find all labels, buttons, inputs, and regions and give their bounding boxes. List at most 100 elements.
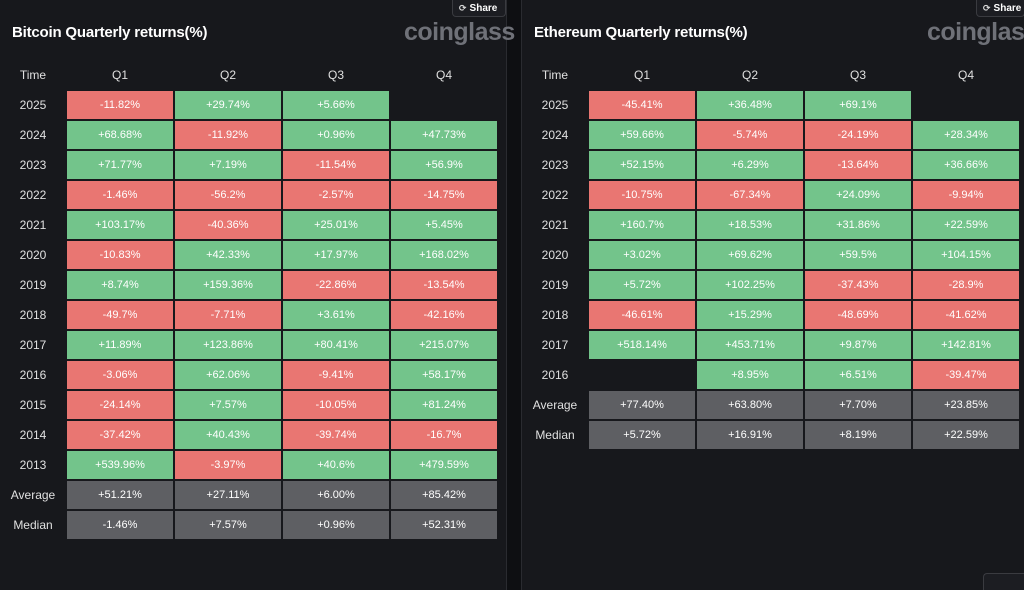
return-cell: -14.75% xyxy=(390,180,498,210)
return-cell: +24.09% xyxy=(804,180,912,210)
share-icon: ⟳ xyxy=(459,2,467,13)
return-cell: +81.24% xyxy=(390,390,498,420)
return-cell: +40.6% xyxy=(282,450,390,480)
return-cell: +168.02% xyxy=(390,240,498,270)
return-cell: -10.83% xyxy=(66,240,174,270)
year-label: 2016 xyxy=(541,368,569,382)
year-label: 2016 xyxy=(19,368,47,382)
share-label: Share xyxy=(993,2,1022,14)
scroll-widget[interactable] xyxy=(983,573,1024,590)
year-label: 2025 xyxy=(19,98,47,112)
year-label: 2024 xyxy=(541,128,569,142)
return-cell: +80.41% xyxy=(282,330,390,360)
header-q4: Q4 xyxy=(435,68,452,82)
table-row: 2024 +68.68% -11.92% +0.96% +47.73% xyxy=(0,120,498,150)
year-label: 2017 xyxy=(19,338,47,352)
header-time: Time xyxy=(541,68,569,82)
return-cell: +7.19% xyxy=(174,150,282,180)
header-row: Time Q1 Q2 Q3 Q4 xyxy=(522,60,1020,90)
table-row: 2019 +5.72% +102.25% -37.43% -28.9% xyxy=(522,270,1020,300)
share-label: Share xyxy=(469,2,498,14)
empty-cell xyxy=(912,90,1020,120)
return-cell: +17.97% xyxy=(282,240,390,270)
return-cell: -41.62% xyxy=(912,300,1020,330)
return-cell: +62.06% xyxy=(174,360,282,390)
return-cell: +215.07% xyxy=(390,330,498,360)
return-cell: +103.17% xyxy=(66,210,174,240)
summary-cell: +27.11% xyxy=(174,480,282,510)
return-cell: -28.9% xyxy=(912,270,1020,300)
summary-cell: +8.19% xyxy=(804,420,912,450)
return-cell: +8.74% xyxy=(66,270,174,300)
year-label: 2014 xyxy=(19,428,47,442)
summary-row: Median +5.72% +16.91% +8.19% +22.59% xyxy=(522,420,1020,450)
return-cell: +102.25% xyxy=(696,270,804,300)
return-cell: +11.89% xyxy=(66,330,174,360)
table-row: 2014 -37.42% +40.43% -39.74% -16.7% xyxy=(0,420,498,450)
header-q3: Q3 xyxy=(327,68,344,82)
summary-cell: +63.80% xyxy=(696,390,804,420)
returns-table: Time Q1 Q2 Q3 Q4 2025 -45.41% +36.48% +69.1% 202… xyxy=(522,60,1020,450)
return-cell: +69.1% xyxy=(804,90,912,120)
table-row: 2022 -1.46% -56.2% -2.57% -14.75% xyxy=(0,180,498,210)
table-row: 2020 +3.02% +69.62% +59.5% +104.15% xyxy=(522,240,1020,270)
table-row: 2017 +11.89% +123.86% +80.41% +215.07% xyxy=(0,330,498,360)
share-icon: ⟳ xyxy=(983,2,991,13)
return-cell: +159.36% xyxy=(174,270,282,300)
summary-cell: +7.70% xyxy=(804,390,912,420)
table-row: 2023 +52.15% +6.29% -13.64% +36.66% xyxy=(522,150,1020,180)
year-label: 2020 xyxy=(19,248,47,262)
return-cell: +479.59% xyxy=(390,450,498,480)
return-cell: -3.97% xyxy=(174,450,282,480)
return-cell: +59.66% xyxy=(588,120,696,150)
year-label: 2021 xyxy=(19,218,47,232)
return-cell: +6.29% xyxy=(696,150,804,180)
header-q1: Q1 xyxy=(633,68,650,82)
year-label: 2023 xyxy=(19,158,47,172)
share-button-ethereum[interactable]: ⟳ Share xyxy=(976,0,1024,17)
table-row: 2022 -10.75% -67.34% +24.09% -9.94% xyxy=(522,180,1020,210)
table-row: 2025 -45.41% +36.48% +69.1% xyxy=(522,90,1020,120)
return-cell: -7.71% xyxy=(174,300,282,330)
return-cell: -24.19% xyxy=(804,120,912,150)
header-q2: Q2 xyxy=(741,68,758,82)
return-cell: +453.71% xyxy=(696,330,804,360)
header-q4: Q4 xyxy=(957,68,974,82)
return-cell: -37.42% xyxy=(66,420,174,450)
return-cell: -9.94% xyxy=(912,180,1020,210)
summary-row: Average +51.21% +27.11% +6.00% +85.42% xyxy=(0,480,498,510)
summary-cell: +52.31% xyxy=(390,510,498,540)
return-cell: +69.62% xyxy=(696,240,804,270)
table-row: 2013 +539.96% -3.97% +40.6% +479.59% xyxy=(0,450,498,480)
summary-label: Median xyxy=(535,428,575,442)
return-cell: -67.34% xyxy=(696,180,804,210)
return-cell: +56.9% xyxy=(390,150,498,180)
return-cell: -46.61% xyxy=(588,300,696,330)
return-cell: +28.34% xyxy=(912,120,1020,150)
return-cell: +6.51% xyxy=(804,360,912,390)
return-cell: -22.86% xyxy=(282,270,390,300)
return-cell: +7.57% xyxy=(174,390,282,420)
summary-cell: +77.40% xyxy=(588,390,696,420)
return-cell: +104.15% xyxy=(912,240,1020,270)
table-row: 2015 -24.14% +7.57% -10.05% +81.24% xyxy=(0,390,498,420)
share-button-bitcoin[interactable]: ⟳ Share xyxy=(452,0,506,17)
return-cell: -39.47% xyxy=(912,360,1020,390)
return-cell: +42.33% xyxy=(174,240,282,270)
summary-cell: +23.85% xyxy=(912,390,1020,420)
return-cell: +3.02% xyxy=(588,240,696,270)
return-cell: +59.5% xyxy=(804,240,912,270)
return-cell: +5.66% xyxy=(282,90,390,120)
table-row: 2019 +8.74% +159.36% -22.86% -13.54% xyxy=(0,270,498,300)
return-cell: +68.68% xyxy=(66,120,174,150)
return-cell: +160.7% xyxy=(588,210,696,240)
return-cell: -37.43% xyxy=(804,270,912,300)
return-cell: -2.57% xyxy=(282,180,390,210)
table-row: 2016 -3.06% +62.06% -9.41% +58.17% xyxy=(0,360,498,390)
return-cell: +58.17% xyxy=(390,360,498,390)
year-label: 2019 xyxy=(541,278,569,292)
return-cell: +539.96% xyxy=(66,450,174,480)
return-cell: +22.59% xyxy=(912,210,1020,240)
summary-cell: +16.91% xyxy=(696,420,804,450)
table-row: 2017 +518.14% +453.71% +9.87% +142.81% xyxy=(522,330,1020,360)
